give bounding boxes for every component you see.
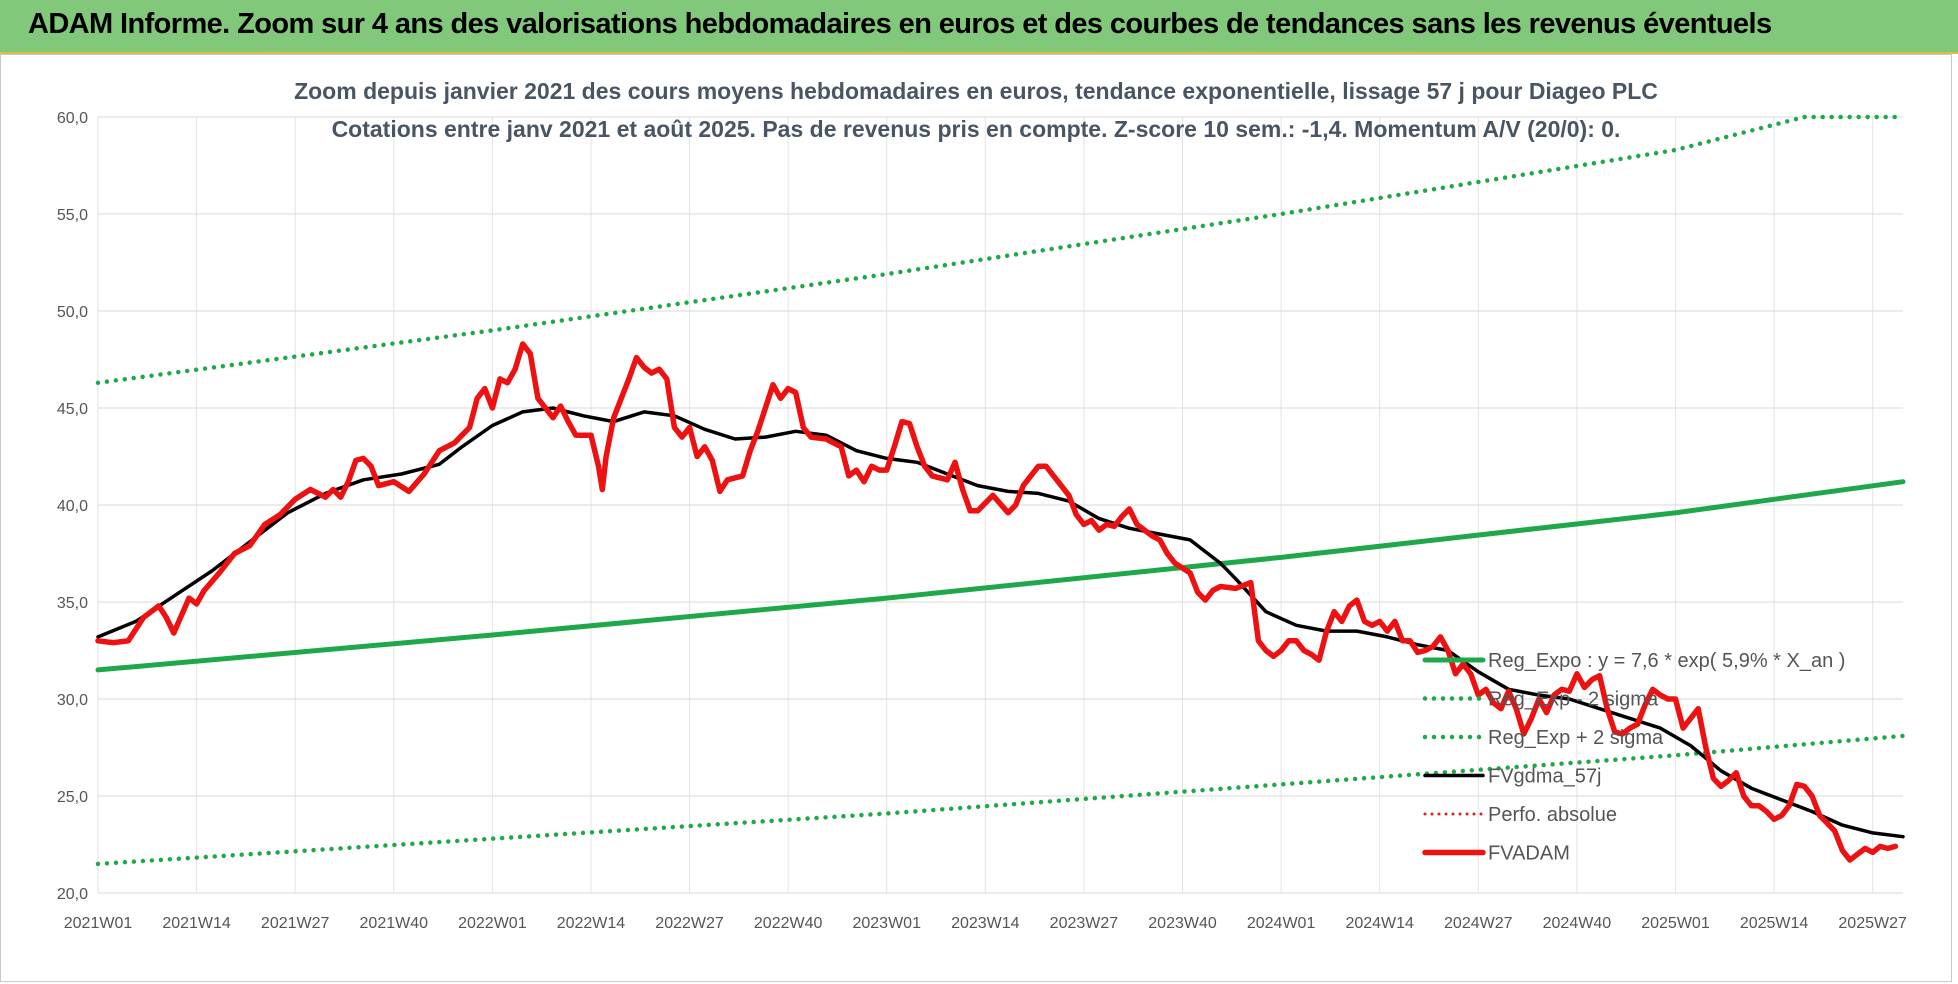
x-tick-label: 2024W01 <box>1247 915 1316 932</box>
x-tick-label: 2022W01 <box>458 915 527 932</box>
chart-subtitle: Cotations entre janv 2021 et août 2025. … <box>332 116 1621 142</box>
report-banner: ADAM Informe. Zoom sur 4 ans des valoris… <box>0 0 1958 54</box>
series-layer <box>95 114 1906 867</box>
smoothed-line <box>96 406 1905 839</box>
legend-label: Reg_Exp + 2 sigma <box>1488 727 1664 749</box>
legend-label: Reg_Expo : y = 7,6 * exp( 5,9% * X_an ) <box>1488 650 1845 672</box>
x-tick-label: 2023W27 <box>1050 915 1119 932</box>
x-tick-label: 2025W27 <box>1838 915 1907 932</box>
y-tick-label: 25,0 <box>57 789 88 806</box>
x-tick-label: 2022W27 <box>655 915 724 932</box>
chart-frame: 20,0 25,0 30,0 35,0 40,0 45,0 50,0 55,0 60,0 202… <box>0 54 1952 982</box>
y-tick-label: 55,0 <box>57 207 88 224</box>
x-tick-label: 2025W14 <box>1740 915 1809 932</box>
upper-band-line <box>95 114 1906 386</box>
y-tick-label: 40,0 <box>57 498 88 515</box>
x-tick-label: 2021W14 <box>162 915 231 932</box>
x-tick-label: 2024W14 <box>1345 915 1414 932</box>
legend-label: Perfo. absolue <box>1488 804 1617 826</box>
legend-label: Reg_Exp - 2 sigma <box>1488 689 1659 711</box>
y-tick-label: 35,0 <box>57 595 88 612</box>
report-title: ADAM Informe. Zoom sur 4 ans des valoris… <box>28 8 1772 40</box>
x-tick-label: 2023W14 <box>951 915 1020 932</box>
x-tick-label: 2022W14 <box>557 915 626 932</box>
y-tick-label: 30,0 <box>57 692 88 709</box>
x-tick-label: 2025W01 <box>1641 915 1710 932</box>
y-axis-tick-labels: 20,0 25,0 30,0 35,0 40,0 45,0 50,0 55,0 60,0 <box>57 110 88 903</box>
x-tick-label: 2023W40 <box>1148 915 1217 932</box>
chart-title: Zoom depuis janvier 2021 des cours moyen… <box>294 78 1658 104</box>
trend-line <box>95 479 1906 673</box>
x-tick-label: 2022W40 <box>754 915 823 932</box>
line-chart: 20,0 25,0 30,0 35,0 40,0 45,0 50,0 55,0 60,0 202… <box>57 78 1907 932</box>
chart-legend: Reg_Expo : y = 7,6 * exp( 5,9% * X_an ) R… <box>1422 650 1845 865</box>
x-axis-tick-labels: 2021W01 2021W14 2021W27 2021W40 2022W01 2022W… <box>64 915 1907 932</box>
y-tick-label: 45,0 <box>57 401 88 418</box>
lower-band-line <box>95 733 1906 867</box>
x-tick-label: 2021W27 <box>261 915 330 932</box>
x-tick-label: 2023W01 <box>852 915 921 932</box>
y-tick-label: 20,0 <box>57 886 88 903</box>
x-tick-label: 2024W40 <box>1543 915 1612 932</box>
legend-label: FVADAM <box>1488 843 1570 865</box>
y-tick-label: 50,0 <box>57 304 88 321</box>
x-tick-label: 2024W27 <box>1444 915 1513 932</box>
x-tick-label: 2021W40 <box>360 915 429 932</box>
y-tick-label: 60,0 <box>57 110 88 127</box>
legend-label: FVgdma_57j <box>1488 766 1601 788</box>
price-line <box>95 341 1899 863</box>
x-tick-label: 2021W01 <box>64 915 133 932</box>
